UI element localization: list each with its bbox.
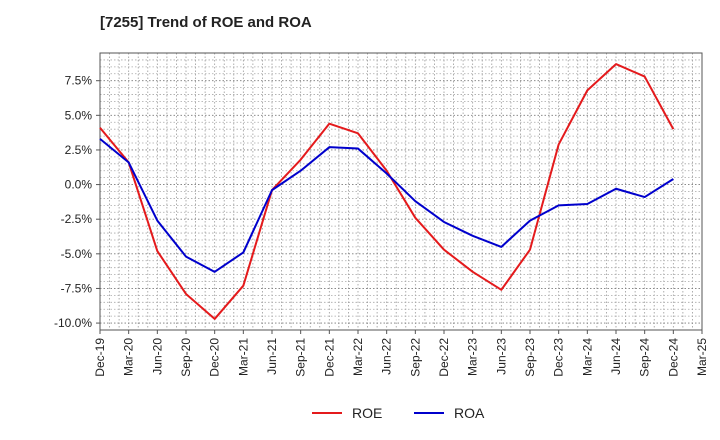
legend-label-roa: ROA (454, 405, 485, 421)
y-tick-label: -10.0% (54, 316, 92, 330)
series-layer (99, 63, 675, 320)
y-tick-label: 5.0% (65, 108, 93, 122)
x-tick-label: Dec-19 (93, 338, 107, 377)
grid-layer (99, 52, 703, 331)
x-tick-label: Mar-21 (236, 338, 250, 376)
x-tick-label: Sep-23 (523, 338, 537, 377)
x-tick-label: Dec-23 (552, 338, 566, 377)
chart-title: [7255] Trend of ROE and ROA (100, 14, 312, 31)
x-tick-label: Mar-22 (351, 338, 365, 376)
x-tick-label: Sep-24 (638, 338, 652, 377)
y-tick-label: 0.0% (65, 178, 93, 192)
x-tick-label: Jun-20 (150, 338, 164, 375)
plot-frame (99, 52, 703, 331)
x-tick-label: Dec-24 (666, 338, 680, 377)
x-tick-label: Sep-22 (408, 338, 422, 377)
axis-layer: 7.5%5.0%2.5%0.0%-2.5%-5.0%-7.5%-10.0%Dec… (54, 74, 709, 377)
y-tick-label: 2.5% (65, 143, 93, 157)
legend-label-roe: ROE (352, 405, 382, 421)
legend: ROE ROA (312, 405, 485, 421)
x-tick-label: Mar-20 (122, 338, 136, 376)
y-tick-label: -2.5% (61, 212, 93, 226)
y-tick-label: -5.0% (61, 247, 93, 261)
x-tick-label: Dec-21 (322, 338, 336, 377)
series-line-roa (99, 138, 674, 273)
x-tick-label: Dec-20 (208, 338, 222, 377)
x-tick-label: Jun-23 (494, 338, 508, 375)
y-tick-label: 7.5% (65, 74, 93, 88)
x-tick-label: Mar-24 (580, 338, 594, 376)
x-tick-label: Mar-25 (695, 338, 709, 376)
x-tick-label: Sep-20 (179, 338, 193, 377)
x-tick-label: Mar-23 (466, 338, 480, 376)
x-tick-label: Jun-21 (265, 338, 279, 375)
x-tick-label: Dec-22 (437, 338, 451, 377)
x-tick-label: Sep-21 (294, 338, 308, 377)
series-line-roe (99, 63, 675, 320)
x-tick-label: Jun-22 (380, 338, 394, 375)
x-tick-label: Jun-24 (609, 338, 623, 375)
y-tick-label: -7.5% (61, 281, 93, 295)
